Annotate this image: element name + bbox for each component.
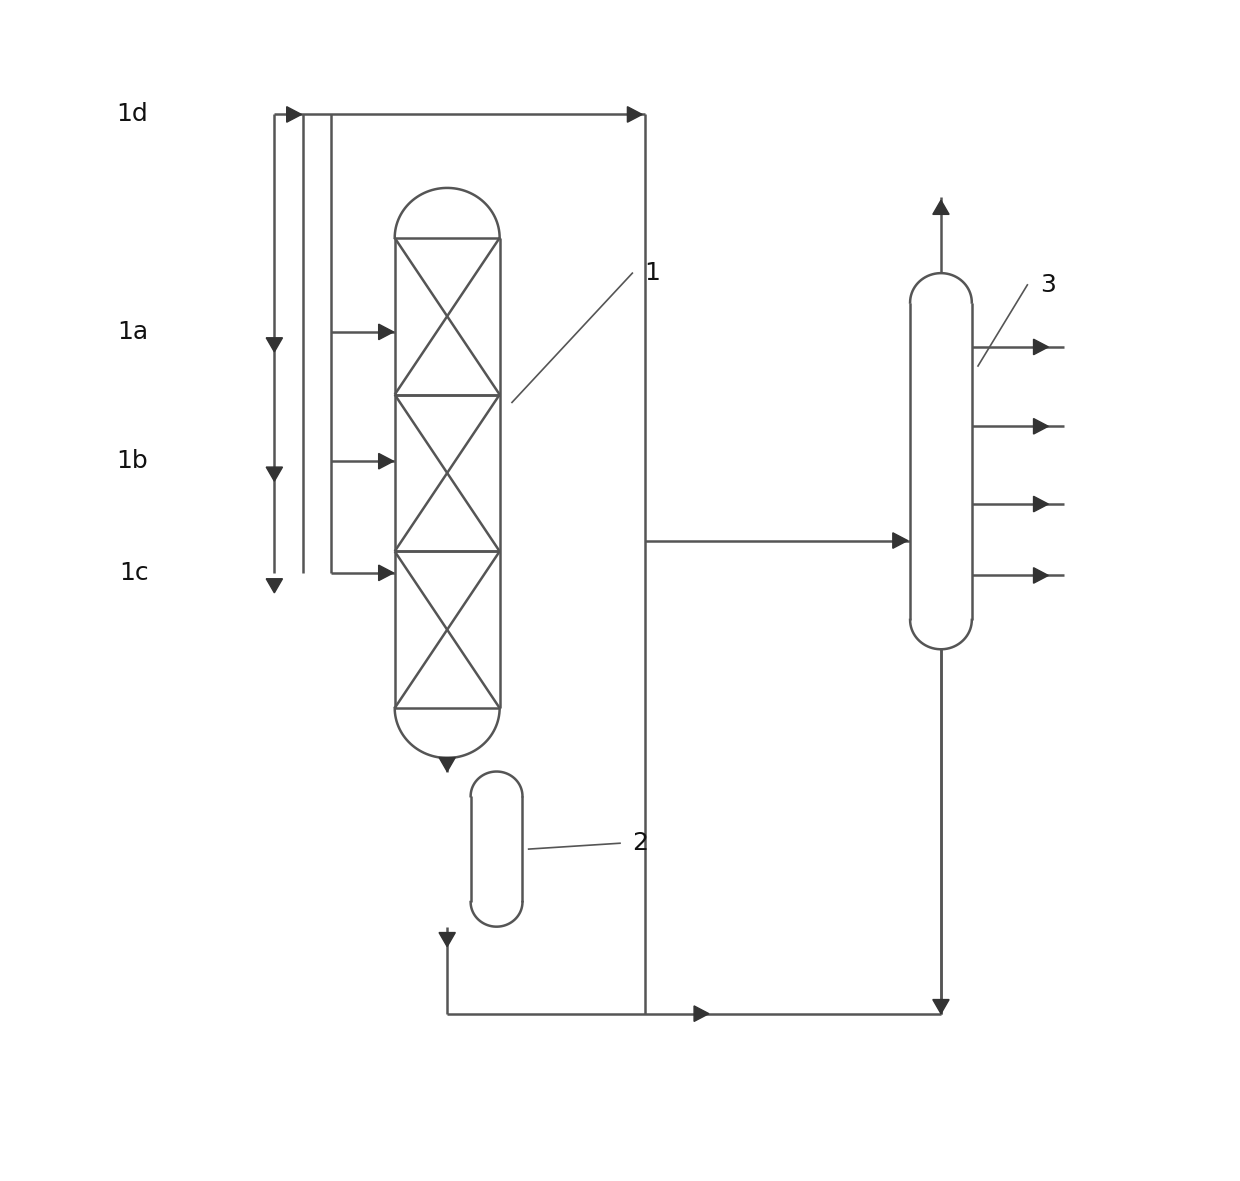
Text: 1d: 1d bbox=[117, 103, 149, 126]
Text: 1b: 1b bbox=[117, 449, 149, 474]
Polygon shape bbox=[1033, 339, 1048, 354]
Polygon shape bbox=[1033, 418, 1048, 435]
Polygon shape bbox=[439, 933, 455, 947]
Polygon shape bbox=[1033, 568, 1048, 583]
Polygon shape bbox=[932, 999, 949, 1013]
Polygon shape bbox=[378, 454, 393, 469]
Text: 2: 2 bbox=[632, 831, 649, 855]
Polygon shape bbox=[378, 324, 393, 340]
Text: 1c: 1c bbox=[119, 561, 149, 585]
Polygon shape bbox=[694, 1006, 709, 1022]
Polygon shape bbox=[439, 757, 455, 771]
Text: 1: 1 bbox=[645, 261, 661, 285]
Polygon shape bbox=[627, 106, 642, 122]
Polygon shape bbox=[267, 338, 283, 352]
Text: 1a: 1a bbox=[118, 320, 149, 344]
Polygon shape bbox=[286, 106, 301, 122]
Polygon shape bbox=[378, 566, 393, 581]
Text: 3: 3 bbox=[1039, 273, 1055, 296]
Polygon shape bbox=[893, 533, 908, 548]
Polygon shape bbox=[267, 466, 283, 481]
Polygon shape bbox=[932, 201, 949, 215]
Polygon shape bbox=[267, 579, 283, 593]
Polygon shape bbox=[1033, 496, 1048, 511]
